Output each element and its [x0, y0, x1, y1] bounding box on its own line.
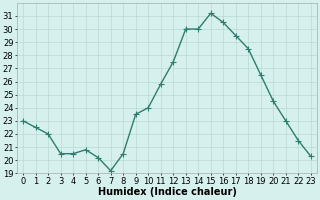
X-axis label: Humidex (Indice chaleur): Humidex (Indice chaleur)	[98, 187, 236, 197]
